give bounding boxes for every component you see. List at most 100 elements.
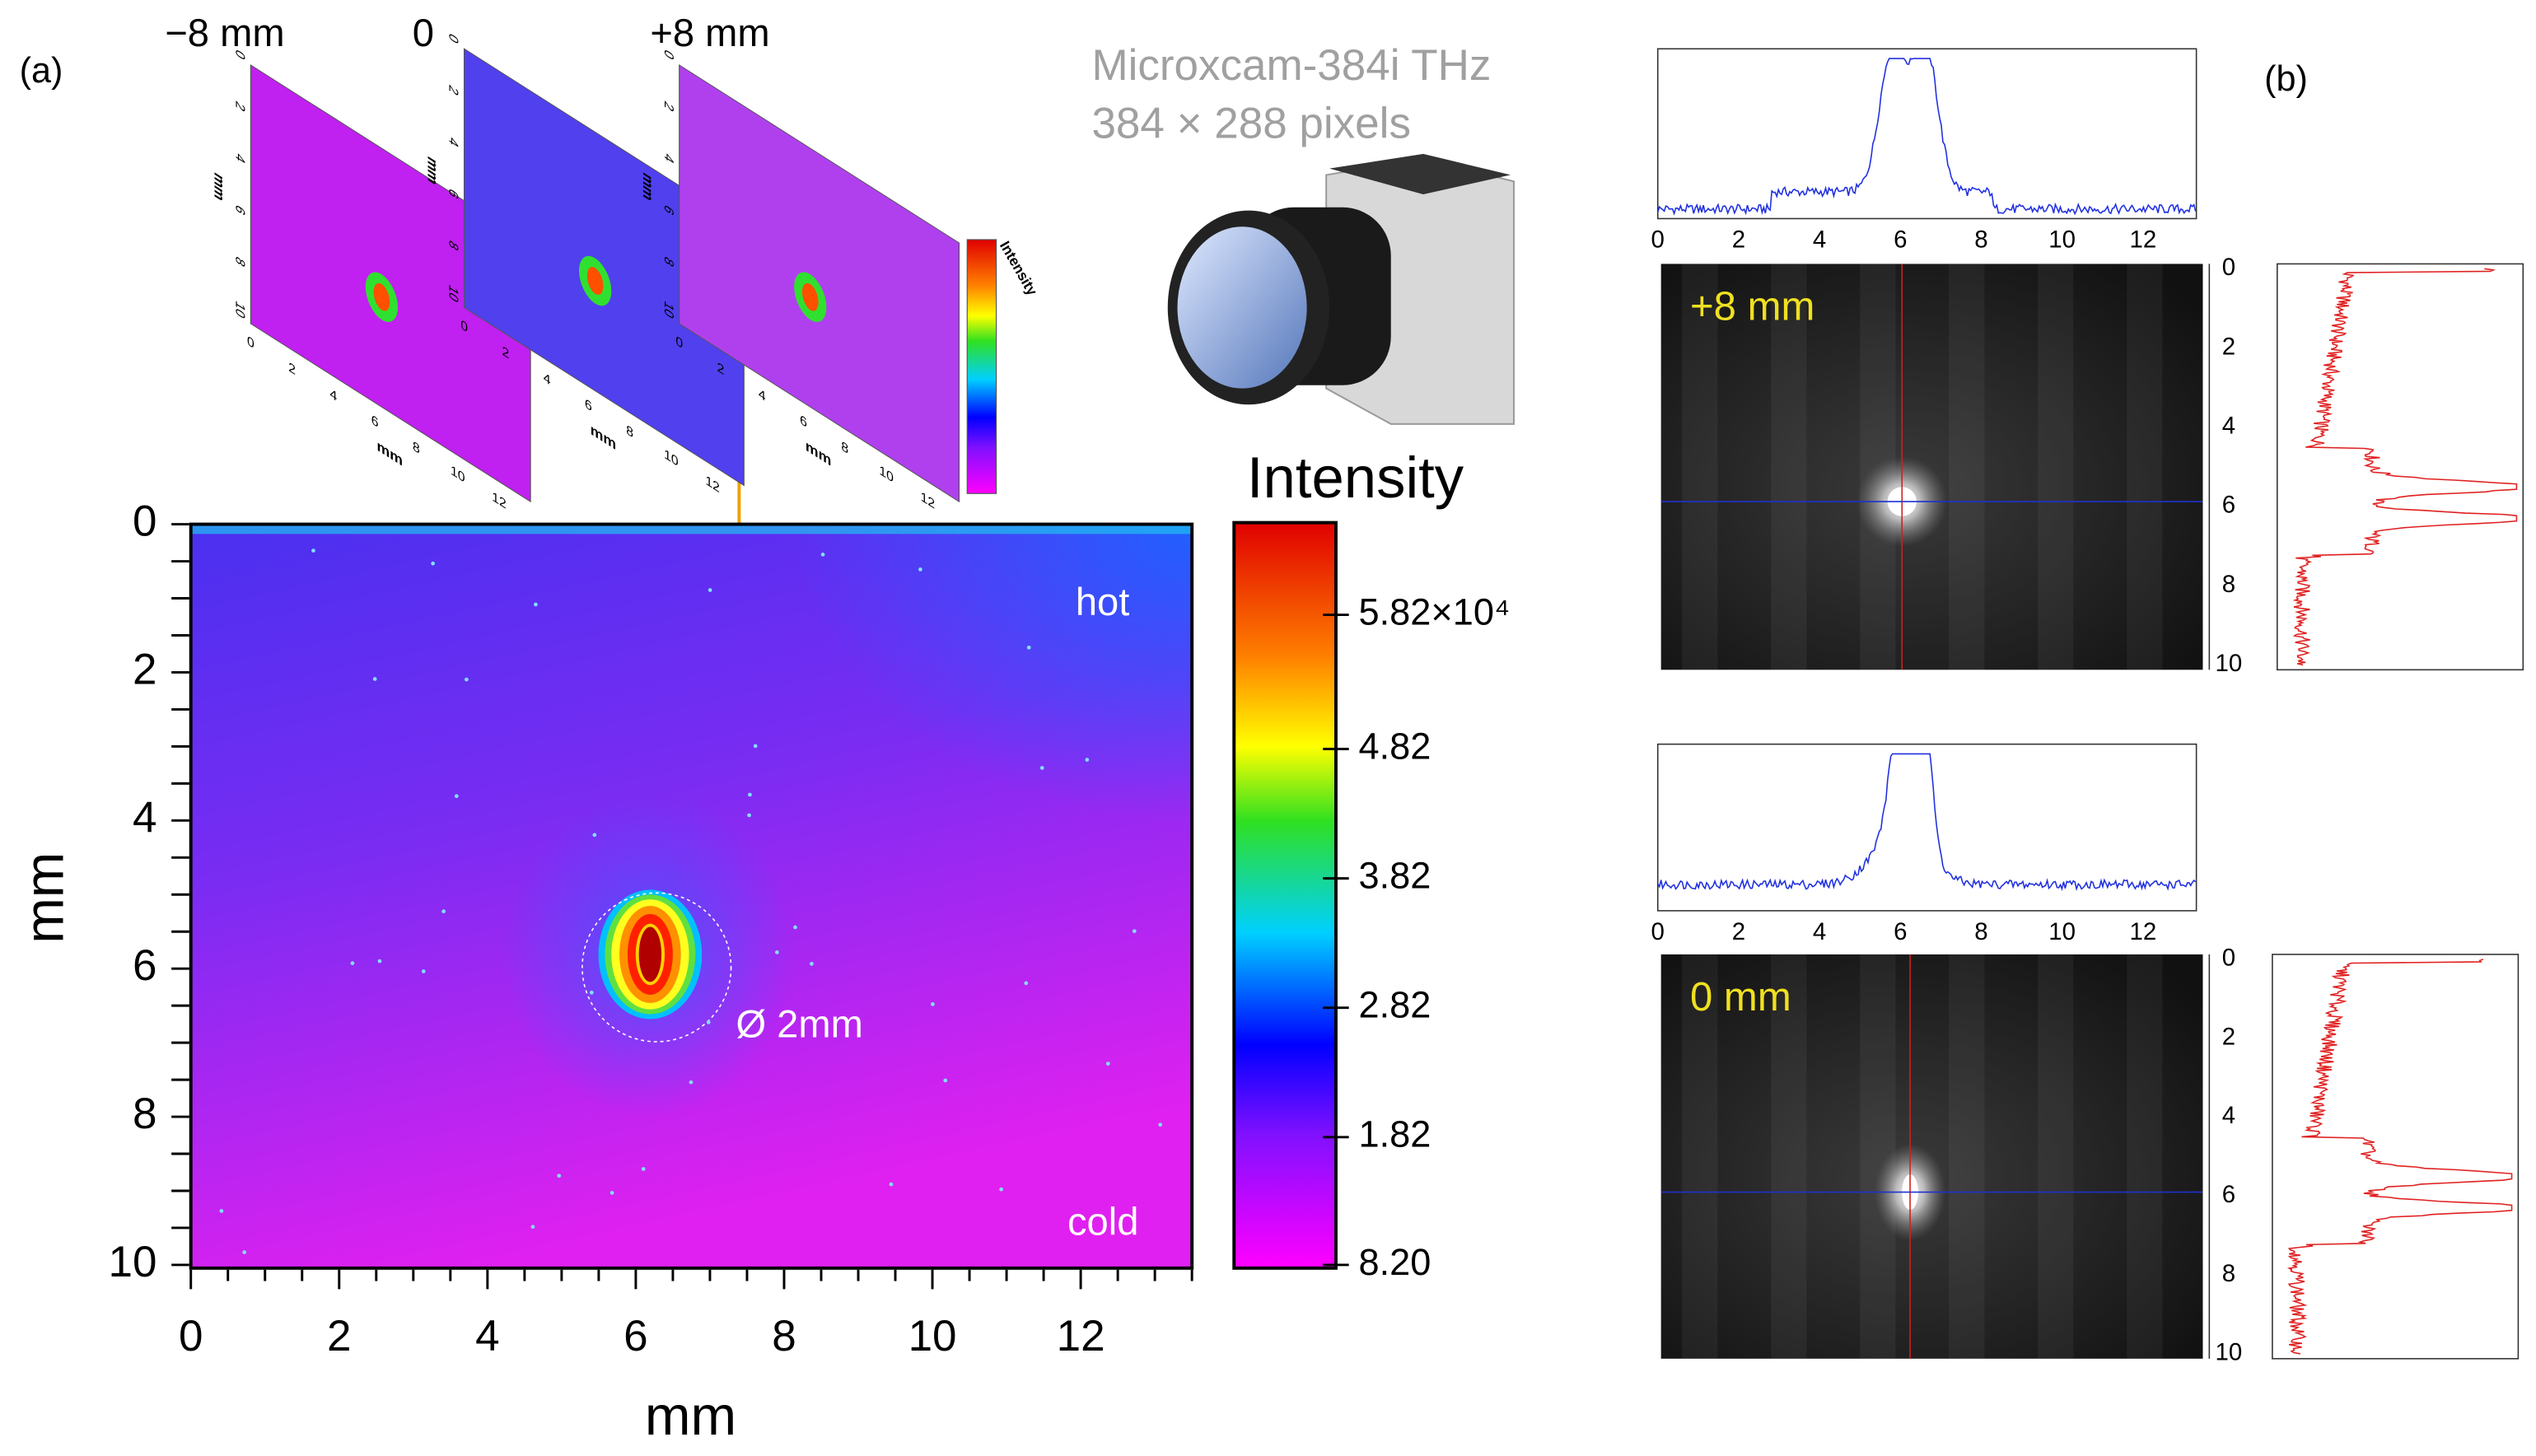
inset-x-tick-label: 6	[800, 411, 807, 431]
profile-x-tick-label: 0	[1651, 918, 1665, 945]
vertical-profile	[2292, 268, 2518, 666]
inset-x-tick-label: 12	[705, 472, 719, 496]
profile-box	[1656, 48, 2197, 220]
inset-y-label: mm	[424, 153, 441, 189]
colorbar-tick-label: 8.20	[1358, 1241, 1431, 1283]
frame-stripe	[2038, 954, 2074, 1359]
hot-pixel	[454, 794, 459, 799]
hot-pixel	[747, 813, 751, 818]
hot-pixel	[708, 588, 712, 592]
heatmap-frame	[189, 522, 1194, 1270]
profile-x-tick-label: 12	[2129, 226, 2156, 254]
inset-x-tick-label: 2	[502, 343, 509, 362]
inset-y-tick-label: 10	[233, 298, 248, 322]
y-tick-label: 6	[133, 941, 156, 990]
camera-frame	[1660, 264, 2203, 670]
hot-pixel	[350, 961, 355, 965]
spot-outline	[581, 892, 732, 1043]
hot-pixel	[889, 1182, 894, 1187]
profile-box	[1656, 743, 2197, 912]
profile-y-tick-label: 2	[2222, 1023, 2235, 1050]
profile-x-tick-label: 10	[2048, 918, 2076, 945]
inset-x-tick-label: 0	[460, 316, 468, 336]
x-tick-label: 2	[327, 1312, 351, 1360]
inset-x-tick-label: 12	[921, 488, 935, 511]
y-tick-label: 10	[109, 1238, 157, 1286]
y-tick-label: 0	[133, 497, 156, 546]
colorbar-tick-label: 1.82	[1358, 1113, 1431, 1155]
inset-y-tick-label: 2	[233, 98, 248, 114]
annotation-spot: Ø 2mm	[736, 1002, 862, 1046]
colorbar	[1232, 520, 1338, 1270]
frame-stripe	[2127, 264, 2163, 670]
profile-y-tick-label: 0	[2222, 945, 2235, 972]
x-tick-label: 8	[772, 1312, 796, 1360]
hot-pixel	[999, 1187, 1003, 1192]
hot-pixel	[465, 677, 469, 682]
inset-y-tick-label: 4	[233, 150, 248, 167]
inset-y-tick-label: 2	[661, 98, 676, 114]
horizontal-profile	[1657, 753, 2197, 892]
inset-y-tick-label: 2	[446, 82, 461, 99]
x-tick-label: 10	[908, 1312, 957, 1360]
profile-x-tick-label: 4	[1813, 918, 1826, 945]
x-tick-label: 6	[623, 1312, 647, 1360]
inset-x-tick-label: 0	[247, 332, 255, 352]
inset-x-tick-label: 10	[664, 446, 678, 469]
hot-pixel	[592, 833, 597, 838]
inset-x-tick-label: 12	[492, 488, 506, 511]
frame-stripe	[1949, 954, 1985, 1359]
hot-pixel	[557, 1174, 562, 1178]
profile-x-tick-label: 2	[1732, 918, 1745, 945]
inset-x-label: mm	[806, 437, 831, 470]
inset-spot-core	[373, 282, 390, 311]
heatmap-top-edge	[190, 524, 1193, 534]
hot-pixel	[1132, 929, 1137, 934]
y-tick-label: 4	[133, 793, 156, 842]
inset-x-tick-label: 10	[879, 462, 893, 486]
colorbar-tick-label: 4.82	[1358, 725, 1431, 767]
y-tick-label: 2	[133, 645, 156, 693]
x-tick-label: 4	[475, 1312, 499, 1360]
hot-pixel	[441, 909, 446, 914]
inset-y-tick-label: 0	[446, 30, 461, 47]
hot-pixel	[931, 1002, 935, 1006]
inset-x-tick-label: 2	[717, 358, 725, 378]
panel-label: (a)	[20, 51, 63, 91]
profile-x-tick-label: 8	[1974, 918, 1987, 945]
camera-image	[1167, 153, 1515, 425]
hot-pixel	[1024, 981, 1029, 986]
annotation-cold: cold	[1067, 1199, 1138, 1243]
hot-pixel	[377, 959, 382, 964]
profile-x-tick-label: 0	[1651, 226, 1665, 254]
inset-x-tick-label: 4	[330, 385, 338, 404]
inset-x-tick-label: 10	[451, 462, 465, 486]
inset-label: +8 mm	[650, 11, 769, 54]
profile-y-tick-label: 2	[2222, 333, 2235, 360]
hot-pixel	[753, 744, 758, 749]
hot-pixel	[589, 990, 594, 995]
inset-image	[679, 63, 960, 503]
hot-pixel	[311, 548, 315, 553]
inset-x-tick-label: 2	[288, 358, 296, 378]
y-tick-label: 8	[133, 1090, 156, 1138]
inset-y-tick-label: 4	[661, 150, 676, 167]
profile-x-tick-label: 2	[1732, 226, 1745, 254]
hot-pixel	[1039, 766, 1044, 770]
frame-label: +8 mm	[1690, 284, 1814, 329]
inset-y-tick-label: 8	[233, 254, 248, 270]
profile-x-tick-label: 8	[1974, 226, 1987, 254]
frame-stripe	[2038, 264, 2074, 670]
hot-pixel	[1158, 1122, 1163, 1127]
profile-y-tick-label: 10	[2216, 650, 2243, 677]
inset-x-label: mm	[377, 437, 403, 470]
colorbar-title: Intensity	[1247, 445, 1464, 510]
hot-pixel	[431, 561, 435, 566]
hot-pixel	[641, 1167, 646, 1171]
frame-label: 0 mm	[1690, 975, 1791, 1020]
inset-x-tick-label: 4	[759, 385, 766, 404]
frame-stripe	[1949, 264, 1985, 670]
hot-pixel	[609, 1191, 614, 1195]
